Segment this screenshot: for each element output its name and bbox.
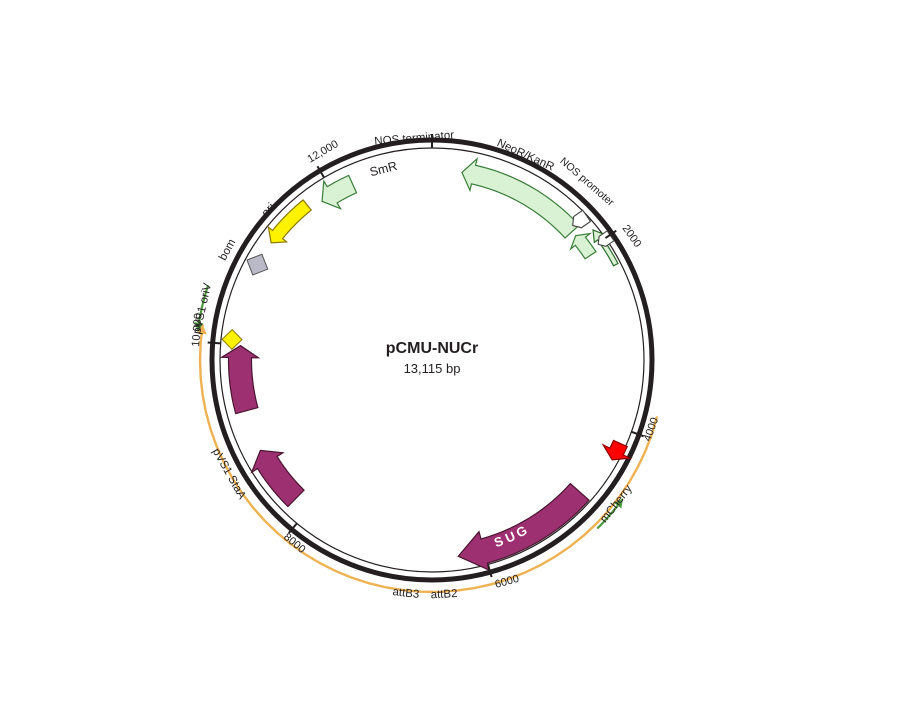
- svg-text:pCMU-NUCr: pCMU-NUCr: [386, 340, 478, 357]
- svg-text:attB2: attB2: [430, 588, 457, 601]
- svg-text:13,115 bp: 13,115 bp: [404, 361, 461, 376]
